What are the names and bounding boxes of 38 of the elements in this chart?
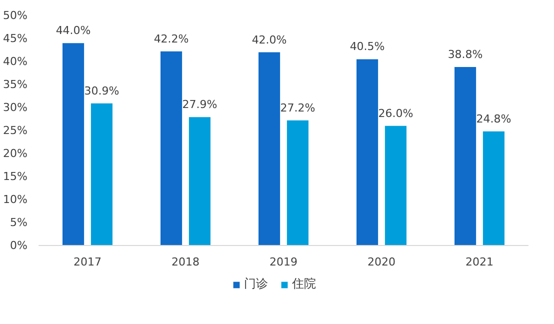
bar — [258, 52, 280, 246]
bar — [160, 51, 182, 246]
data-label: 30.9% — [84, 84, 120, 98]
data-label: 38.8% — [448, 48, 483, 62]
y-tick-label: 5% — [10, 216, 28, 229]
y-tick-label: 40% — [3, 55, 28, 68]
y-tick-label: 15% — [3, 170, 28, 183]
bar — [90, 103, 112, 246]
data-label: 27.2% — [280, 101, 316, 114]
y-tick-label: 20% — [3, 147, 28, 160]
x-tick-label: 2020 — [368, 256, 396, 268]
data-label: 27.9% — [182, 98, 218, 112]
y-tick-label: 45% — [3, 32, 28, 45]
data-label: 24.8% — [476, 112, 512, 126]
legend-label: 住院 — [292, 276, 316, 292]
y-tick-label: 35% — [3, 78, 28, 91]
x-tick-label: 2019 — [270, 256, 298, 268]
data-label: 42.2% — [154, 32, 189, 46]
y-tick-label: 10% — [3, 193, 28, 206]
bar — [482, 131, 504, 246]
bar — [62, 43, 84, 246]
y-tick-label: 50% — [3, 9, 28, 22]
x-tick-label: 2018 — [172, 256, 200, 268]
x-tick-label: 2017 — [74, 256, 102, 268]
bar — [384, 126, 406, 246]
y-tick-label: 30% — [3, 101, 28, 114]
data-label: 40.5% — [350, 40, 385, 54]
legend-label: 门诊 — [244, 276, 268, 292]
data-label: 42.0% — [252, 33, 287, 46]
y-tick-label: 25% — [3, 124, 28, 137]
bar — [356, 59, 378, 246]
bar — [286, 120, 308, 246]
bar — [454, 67, 476, 246]
data-label: 26.0% — [378, 106, 414, 120]
y-tick-label: 0% — [10, 239, 28, 252]
x-tick-label: 2021 — [466, 256, 494, 268]
bar — [188, 117, 210, 246]
data-label: 44.0% — [56, 24, 91, 38]
